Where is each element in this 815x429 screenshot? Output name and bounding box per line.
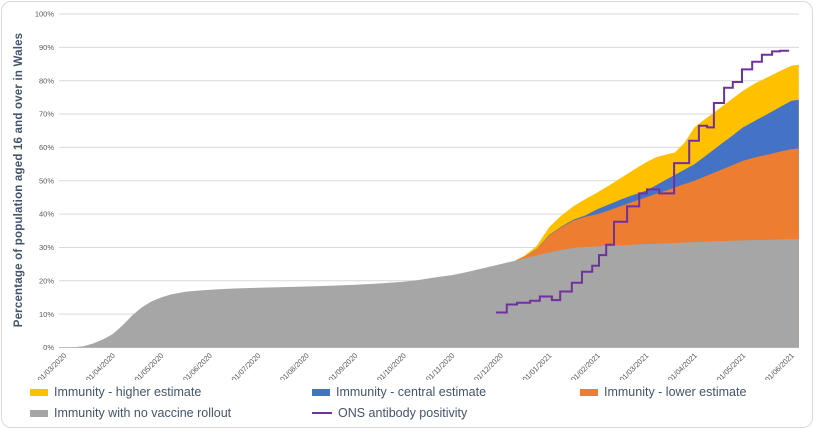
y-tick-label: 70% (39, 110, 54, 119)
legend-item-immunity-with-no-vaccine-rollout[interactable]: Immunity with no vaccine rollout (30, 406, 231, 420)
x-tick-label: 01/02/2021 (569, 351, 602, 380)
x-tick-label: 01/05/2020 (133, 351, 166, 380)
y-axis-title: Percentage of population aged 16 and ove… (13, 33, 25, 328)
y-tick-label: 80% (39, 76, 54, 85)
x-tick-label: 01/08/2020 (278, 351, 311, 380)
legend-label: ONS antibody positivity (338, 406, 468, 420)
x-tick-label: 01/10/2020 (375, 351, 408, 380)
x-tick-label: 01/11/2020 (424, 351, 457, 380)
line-ons-antibody-positivity (496, 49, 790, 314)
x-axis-tick-labels: 01/03/2020 01/04/2020 01/05/2020 01/06/2020… (36, 351, 796, 380)
area-immunity-with-no-vaccine-rollout (64, 239, 799, 348)
legend-swatch (312, 388, 330, 396)
legend-swatch (30, 388, 48, 396)
y-tick-label: 60% (39, 143, 54, 152)
x-tick-label: 01/01/2021 (521, 351, 554, 380)
immunity-chart-plot-area: 0% 10% 20% 30% 40% 50% 60% 70% 80% 90% 100% 01/03/… (13, 10, 799, 380)
y-axis-tick-labels: 0% 10% 20% 30% 40% 50% 60% 70% 80% 90% 100% (35, 10, 55, 353)
legend-swatch (30, 409, 48, 417)
legend-label: Immunity - central estimate (336, 385, 487, 399)
x-tick-label: 01/03/2021 (618, 351, 651, 380)
legend-item-immunity-lower-estimate[interactable]: Immunity - lower estimate (580, 385, 746, 399)
x-tick-label: 01/03/2020 (36, 351, 69, 380)
y-tick-label: 20% (39, 276, 54, 285)
y-tick-label: 90% (39, 43, 54, 52)
legend-label: Immunity - lower estimate (604, 385, 747, 399)
legend-item-immunity-higher-estimate[interactable]: Immunity - higher estimate (30, 385, 201, 399)
legend-swatch (580, 388, 598, 396)
x-tick-label: 01/06/2021 (763, 351, 796, 380)
y-tick-label: 40% (39, 210, 54, 219)
legend-label: Immunity with no vaccine rollout (54, 406, 232, 420)
legend-item-ons-antibody-positivity[interactable]: ONS antibody positivity (312, 406, 467, 420)
x-tick-label: 01/04/2021 (666, 351, 699, 380)
x-tick-label: 01/07/2020 (230, 351, 263, 380)
y-tick-label: 0% (43, 343, 54, 352)
y-tick-label: 10% (39, 310, 54, 319)
x-tick-label: 01/06/2020 (181, 351, 214, 380)
x-tick-label: 01/12/2020 (472, 351, 505, 380)
y-tick-label: 50% (39, 176, 54, 185)
series-areas (64, 49, 799, 348)
x-tick-label: 01/09/2020 (327, 351, 360, 380)
legend-item-immunity-central-estimate[interactable]: Immunity - central estimate (312, 385, 486, 399)
y-tick-label: 100% (35, 10, 55, 19)
x-tick-label: 01/05/2021 (715, 351, 748, 380)
x-tick-label: 01/04/2020 (84, 351, 117, 380)
legend-line-marker (312, 411, 332, 415)
y-tick-label: 30% (39, 243, 54, 252)
legend-label: Immunity - higher estimate (54, 385, 202, 399)
